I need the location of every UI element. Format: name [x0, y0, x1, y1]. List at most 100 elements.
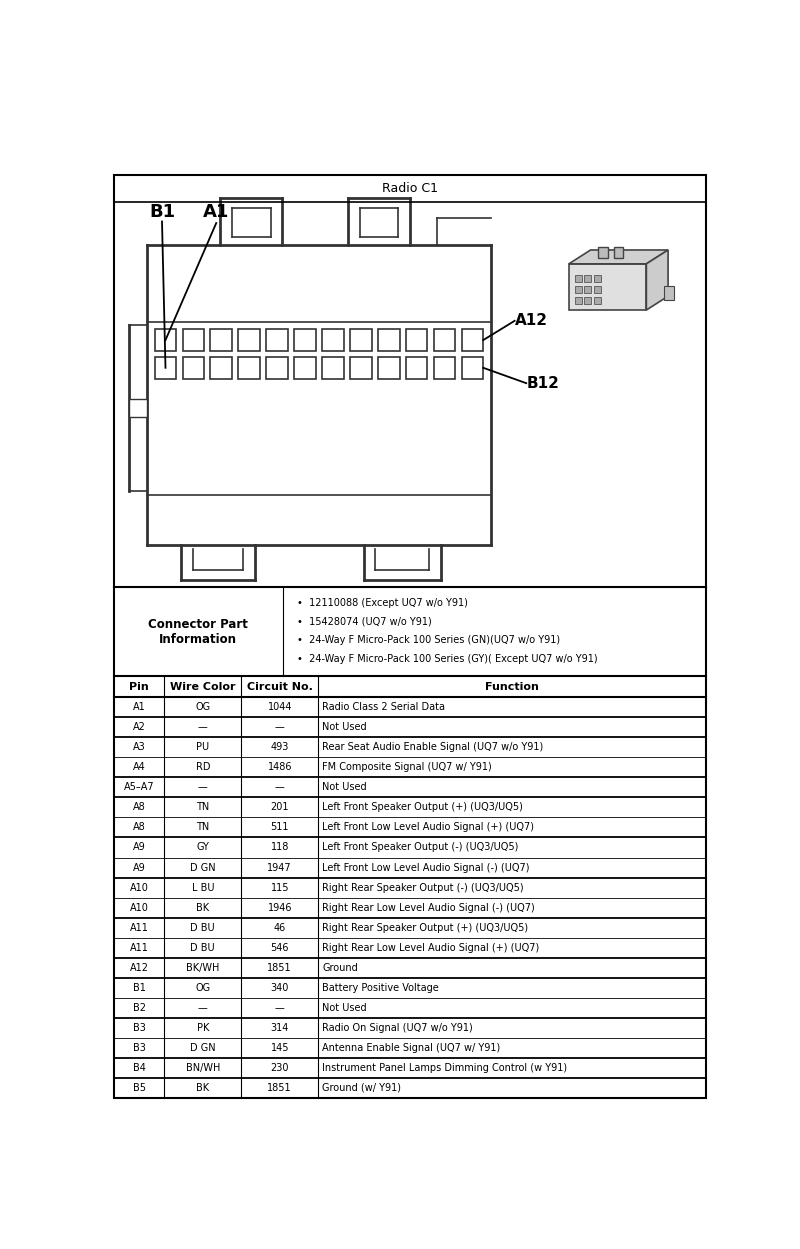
- Bar: [294, 330, 316, 351]
- Bar: [584, 275, 591, 282]
- Text: 230: 230: [270, 1063, 289, 1073]
- Bar: [406, 330, 427, 351]
- Text: 340: 340: [270, 983, 289, 993]
- Text: A1: A1: [133, 702, 146, 712]
- Text: Left Front Low Level Audio Signal (+) (UQ7): Left Front Low Level Audio Signal (+) (U…: [322, 823, 534, 833]
- Text: Radio Class 2 Serial Data: Radio Class 2 Serial Data: [322, 702, 445, 712]
- Text: A10: A10: [130, 903, 149, 913]
- Bar: [130, 398, 146, 417]
- Bar: [569, 264, 646, 310]
- Text: Connector Part
Information: Connector Part Information: [148, 617, 248, 646]
- Text: 115: 115: [270, 883, 289, 893]
- Text: Antenna Enable Signal (UQ7 w/ Y91): Antenna Enable Signal (UQ7 w/ Y91): [322, 1043, 500, 1053]
- Text: B4: B4: [133, 1063, 146, 1073]
- Text: D BU: D BU: [190, 943, 215, 953]
- Text: —: —: [198, 722, 208, 732]
- Text: 546: 546: [270, 943, 289, 953]
- Text: Left Front Speaker Output (-) (UQ3/UQ5): Left Front Speaker Output (-) (UQ3/UQ5): [322, 843, 518, 853]
- Text: BK/WH: BK/WH: [186, 963, 219, 973]
- Text: TN: TN: [196, 802, 210, 812]
- Text: Instrument Panel Lamps Dimming Control (w Y91): Instrument Panel Lamps Dimming Control (…: [322, 1063, 567, 1073]
- Text: Right Rear Speaker Output (+) (UQ3/UQ5): Right Rear Speaker Output (+) (UQ3/UQ5): [322, 923, 528, 933]
- Text: Pin: Pin: [130, 682, 149, 692]
- Text: •  24-Way F Micro-Pack 100 Series (GN)(UQ7 w/o Y91): • 24-Way F Micro-Pack 100 Series (GN)(UQ…: [297, 636, 560, 646]
- Text: A10: A10: [130, 883, 149, 893]
- Bar: [350, 357, 372, 378]
- Polygon shape: [646, 250, 668, 310]
- Text: Radio On Signal (UQ7 w/o Y91): Radio On Signal (UQ7 w/o Y91): [322, 1023, 473, 1033]
- Bar: [378, 357, 399, 378]
- Text: OG: OG: [195, 702, 210, 712]
- Bar: [598, 247, 608, 257]
- Text: A8: A8: [133, 823, 146, 833]
- Text: B2: B2: [133, 1003, 146, 1013]
- Text: GY: GY: [196, 843, 210, 853]
- Bar: [406, 357, 427, 378]
- Text: 511: 511: [270, 823, 289, 833]
- Bar: [322, 330, 344, 351]
- Text: Not Used: Not Used: [322, 782, 366, 792]
- Text: A9: A9: [133, 863, 146, 873]
- Text: Circuit No.: Circuit No.: [247, 682, 313, 692]
- Text: A12: A12: [514, 313, 548, 328]
- Bar: [266, 357, 288, 378]
- Bar: [594, 286, 601, 294]
- Text: Left Front Low Level Audio Signal (-) (UQ7): Left Front Low Level Audio Signal (-) (U…: [322, 863, 530, 873]
- Text: —: —: [198, 1003, 208, 1013]
- Text: 118: 118: [270, 843, 289, 853]
- Text: —: —: [198, 782, 208, 792]
- Bar: [238, 330, 260, 351]
- Text: 1851: 1851: [267, 963, 292, 973]
- Text: A3: A3: [133, 742, 146, 752]
- Text: BK: BK: [196, 903, 210, 913]
- Bar: [462, 330, 483, 351]
- Text: Left Front Speaker Output (+) (UQ3/UQ5): Left Front Speaker Output (+) (UQ3/UQ5): [322, 802, 523, 812]
- Text: A9: A9: [133, 843, 146, 853]
- Polygon shape: [569, 250, 668, 264]
- Text: FM Composite Signal (UQ7 w/ Y91): FM Composite Signal (UQ7 w/ Y91): [322, 762, 492, 772]
- Bar: [238, 357, 260, 378]
- Text: OG: OG: [195, 983, 210, 993]
- Text: A8: A8: [133, 802, 146, 812]
- Text: Not Used: Not Used: [322, 1003, 366, 1013]
- Text: L BU: L BU: [191, 883, 214, 893]
- Text: B1: B1: [133, 983, 146, 993]
- Bar: [575, 275, 582, 282]
- Bar: [594, 297, 601, 304]
- Text: PU: PU: [196, 742, 210, 752]
- Text: A12: A12: [130, 963, 149, 973]
- Text: D BU: D BU: [190, 923, 215, 933]
- Bar: [266, 330, 288, 351]
- Bar: [210, 330, 232, 351]
- Text: 46: 46: [274, 923, 286, 933]
- Text: Battery Positive Voltage: Battery Positive Voltage: [322, 983, 439, 993]
- Bar: [378, 330, 399, 351]
- Text: 493: 493: [270, 742, 289, 752]
- Text: PK: PK: [197, 1023, 209, 1033]
- Text: Ground (w/ Y91): Ground (w/ Y91): [322, 1083, 401, 1093]
- Text: Right Rear Low Level Audio Signal (+) (UQ7): Right Rear Low Level Audio Signal (+) (U…: [322, 943, 539, 953]
- Text: —: —: [275, 782, 285, 792]
- Text: B1: B1: [149, 204, 175, 221]
- Bar: [575, 286, 582, 294]
- Text: 145: 145: [270, 1043, 289, 1053]
- Text: Ground: Ground: [322, 963, 358, 973]
- Text: B3: B3: [133, 1023, 146, 1033]
- Text: •  15428074 (UQ7 w/o Y91): • 15428074 (UQ7 w/o Y91): [297, 617, 431, 627]
- Text: D GN: D GN: [190, 1043, 215, 1053]
- Bar: [182, 357, 204, 378]
- Text: B3: B3: [133, 1043, 146, 1053]
- Text: 201: 201: [270, 802, 289, 812]
- Bar: [434, 357, 455, 378]
- Bar: [594, 275, 601, 282]
- Text: Rear Seat Audio Enable Signal (UQ7 w/o Y91): Rear Seat Audio Enable Signal (UQ7 w/o Y…: [322, 742, 543, 752]
- Bar: [462, 357, 483, 378]
- Bar: [294, 357, 316, 378]
- Text: B5: B5: [133, 1083, 146, 1093]
- Text: B12: B12: [526, 376, 559, 391]
- Text: RD: RD: [195, 762, 210, 772]
- Text: 1851: 1851: [267, 1083, 292, 1093]
- Text: 1946: 1946: [267, 903, 292, 913]
- Text: Wire Color: Wire Color: [170, 682, 235, 692]
- Text: —: —: [275, 1003, 285, 1013]
